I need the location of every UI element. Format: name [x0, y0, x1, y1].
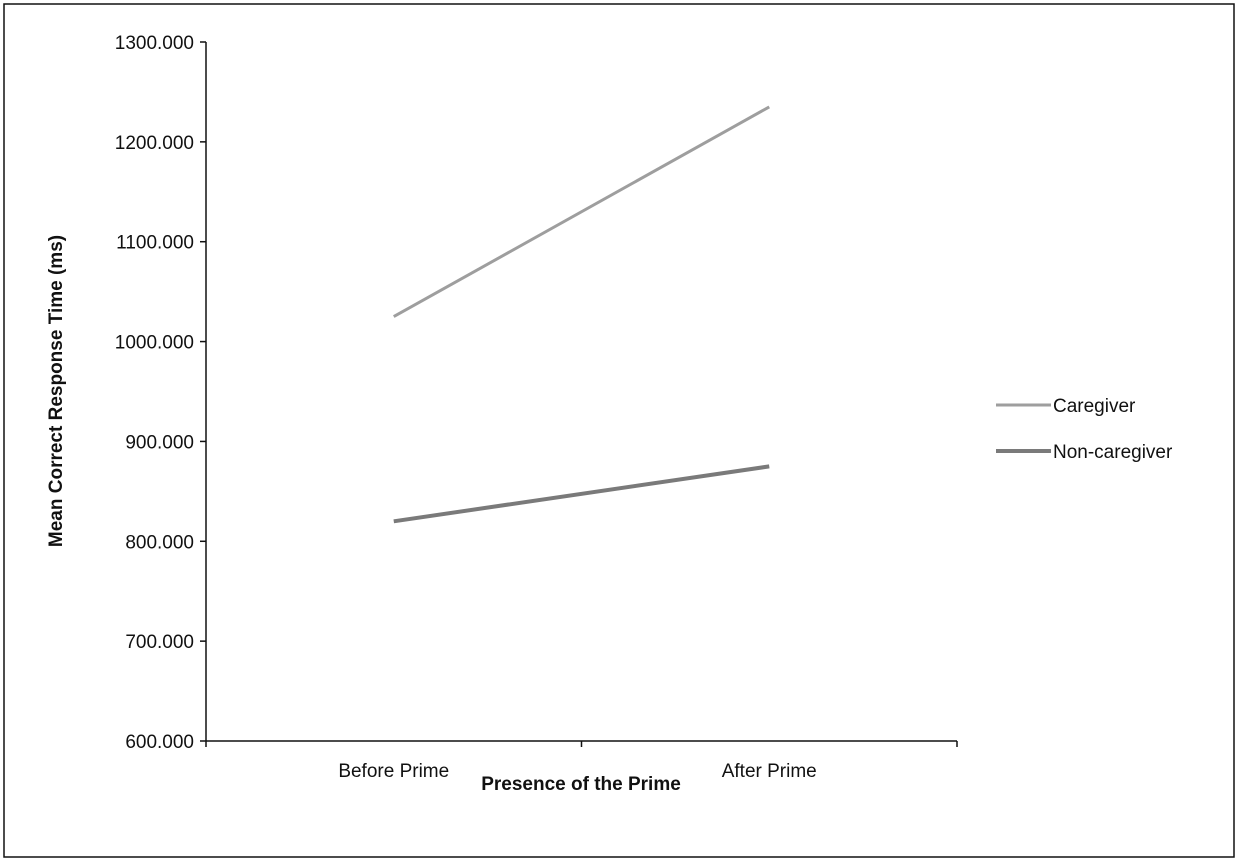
y-tick-label: 700.000 [125, 632, 194, 653]
legend: Caregiver Non-caregiver [996, 396, 1173, 463]
chart-frame [3, 3, 1235, 858]
y-tick-label: 1000.000 [115, 333, 194, 354]
y-tick-label: 1300.000 [115, 33, 194, 54]
y-tick-label: 900.000 [125, 432, 194, 453]
x-tick-label: After Prime [722, 761, 817, 782]
series-group [393, 105, 770, 524]
y-tick-label: 1200.000 [115, 133, 194, 154]
series-line-caregiver [393, 105, 770, 318]
y-tick-label: 800.000 [125, 532, 194, 553]
legend-label: Non-caregiver [1053, 442, 1173, 463]
y-axis-ticks: 600.000 700.000 800.000 900.000 1000.000 1100… [115, 33, 206, 753]
x-axis-title: Presence of the Prime [481, 774, 681, 795]
legend-label: Caregiver [1053, 396, 1136, 417]
series-line-non-caregiver [393, 464, 770, 524]
y-tick-label: 600.000 [125, 732, 194, 753]
x-axis-ticks: Before Prime After Prime [205, 741, 958, 782]
y-tick-label: 1100.000 [116, 233, 194, 254]
y-axis-title: Mean Correct Response Time (ms) [46, 235, 67, 547]
x-tick-label: Before Prime [338, 761, 449, 782]
